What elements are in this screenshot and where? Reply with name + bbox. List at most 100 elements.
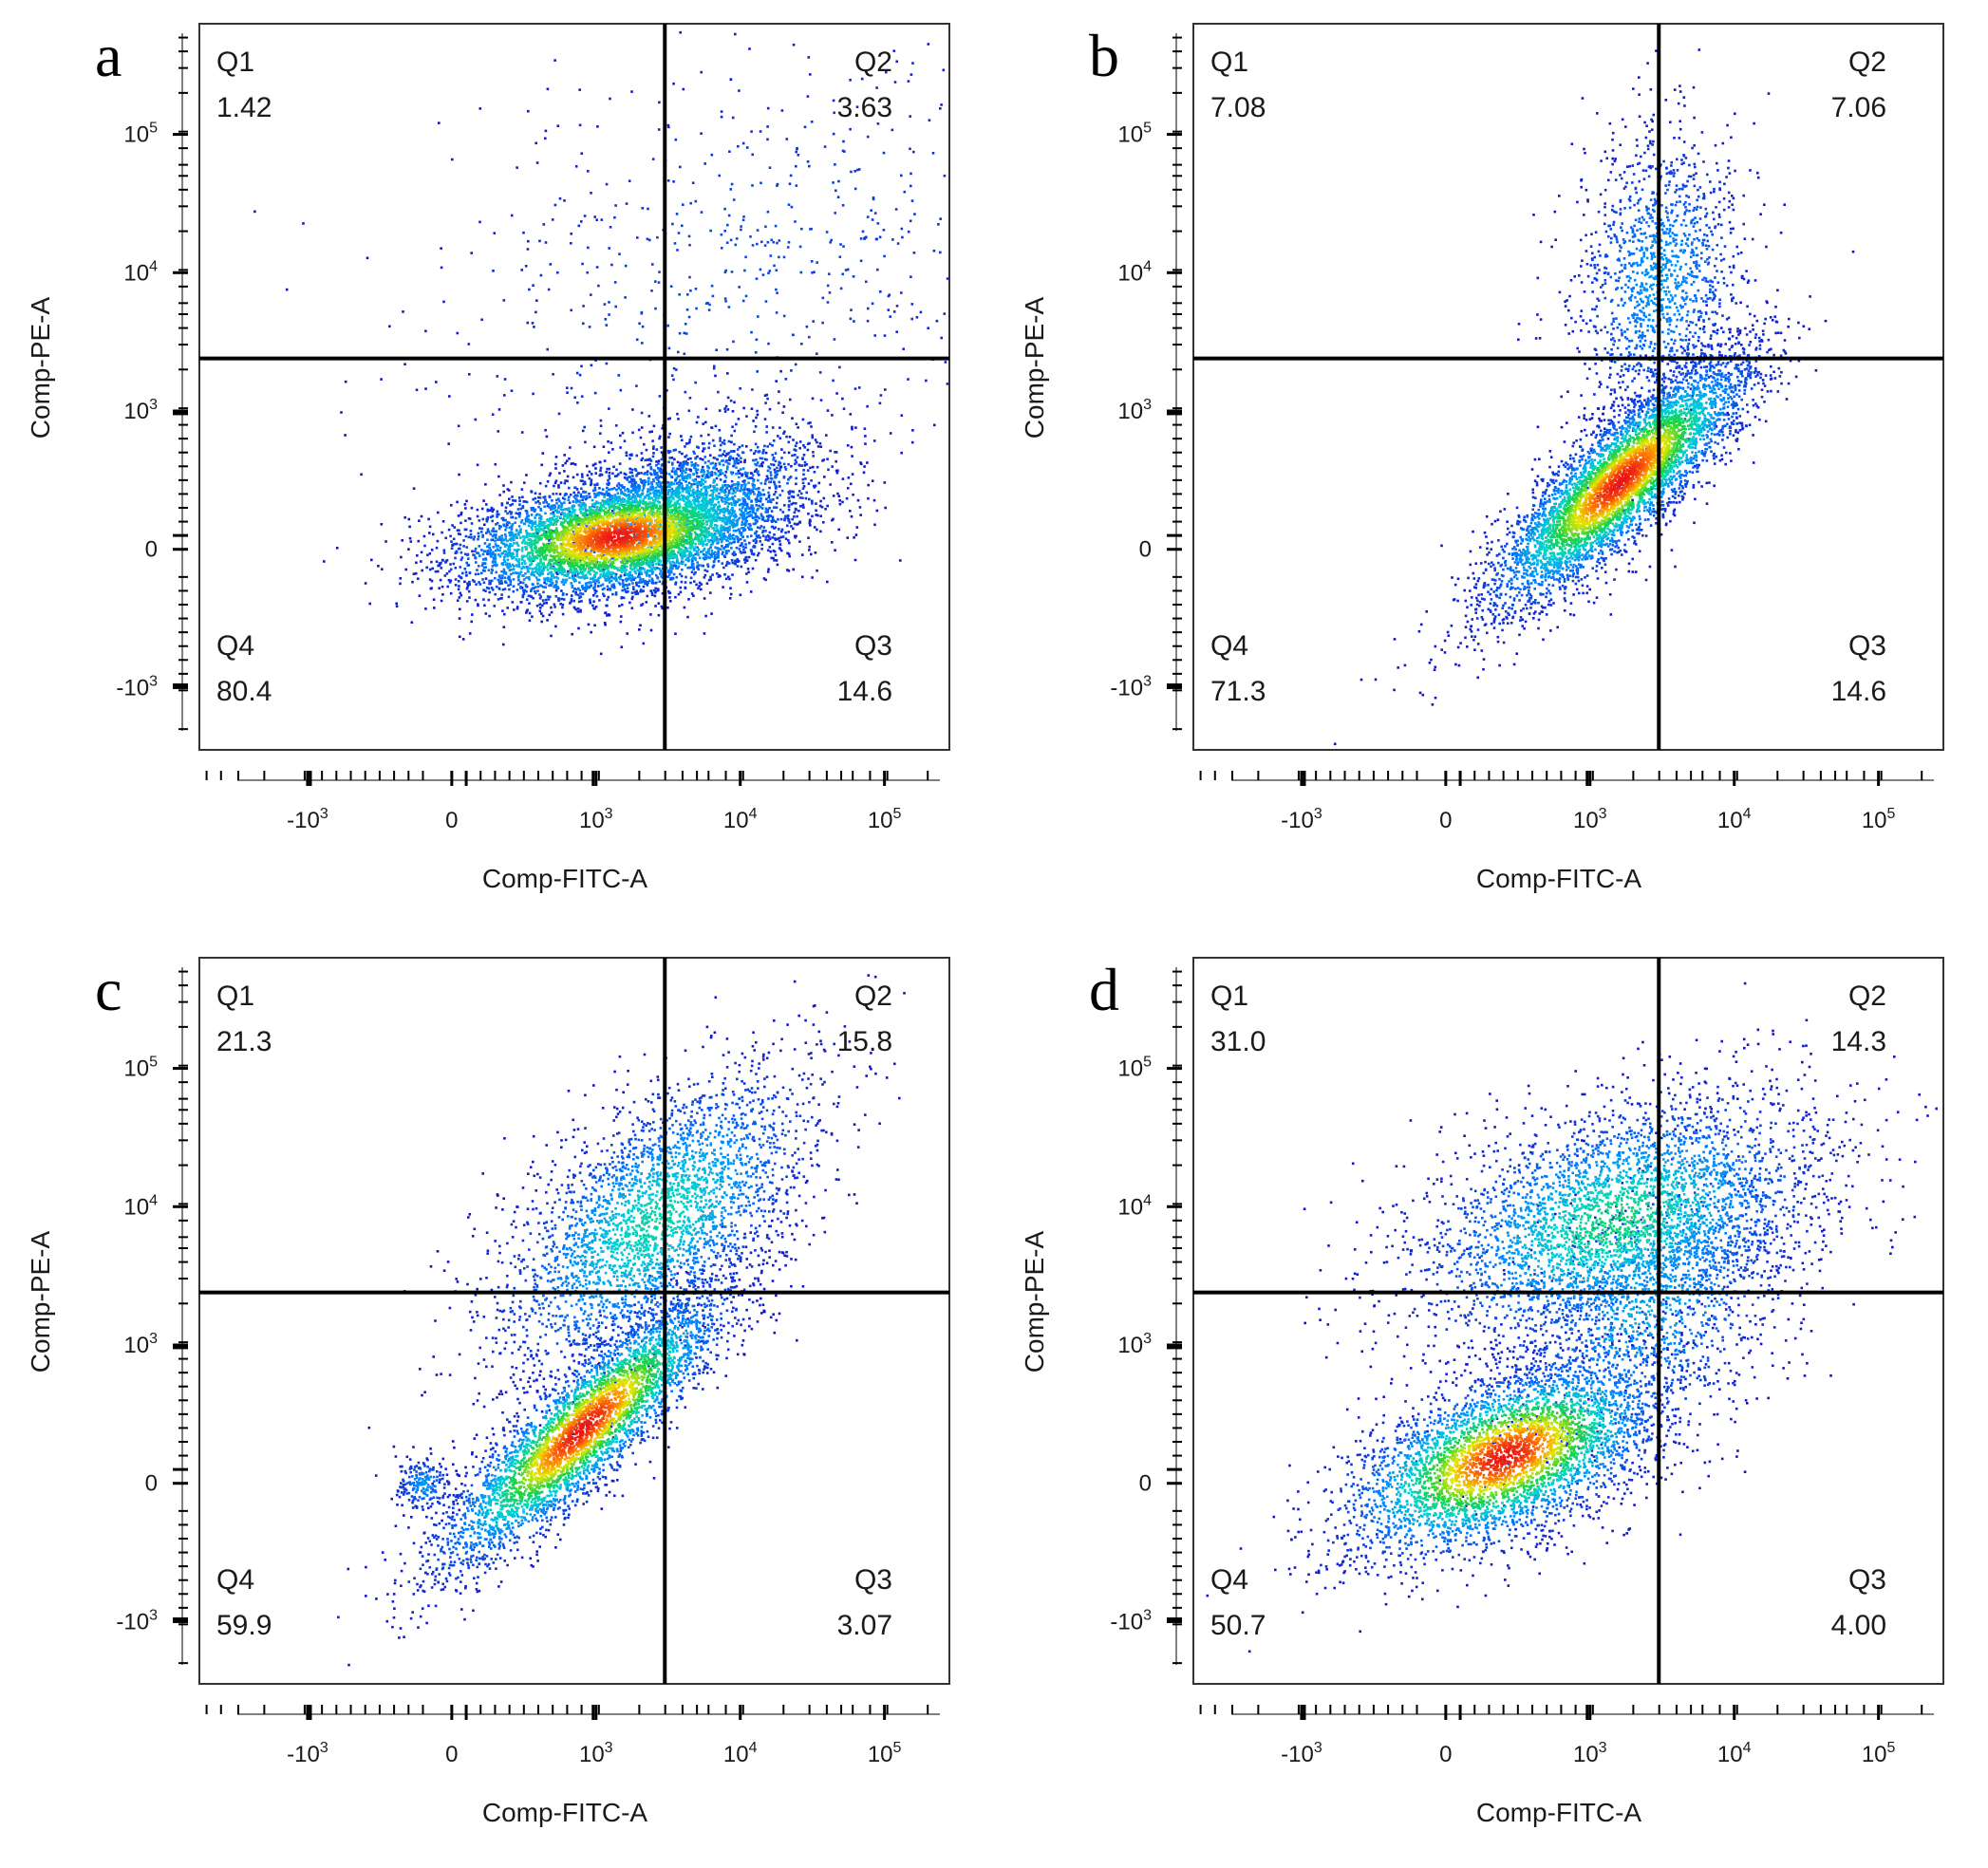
- event-dot: [560, 572, 564, 576]
- event-dot: [710, 532, 714, 535]
- event-dot: [704, 553, 707, 556]
- event-dot: [576, 610, 579, 613]
- event-dot: [647, 493, 650, 496]
- event-dot: [648, 430, 651, 434]
- event-dot: [495, 523, 497, 526]
- event-dot: [925, 379, 928, 383]
- event-dot: [591, 489, 595, 493]
- event-dot: [424, 607, 427, 610]
- event-dot: [561, 603, 565, 607]
- event-dot: [695, 482, 699, 485]
- event-dot: [702, 469, 705, 472]
- event-dot: [814, 551, 817, 554]
- event-dot: [796, 147, 798, 151]
- event-dot: [639, 495, 642, 499]
- event-dot: [738, 503, 741, 507]
- event-dot: [777, 517, 779, 521]
- event-dot: [863, 465, 866, 468]
- event-dot: [802, 473, 805, 476]
- event-dot: [703, 504, 707, 507]
- event-dot: [726, 408, 730, 411]
- event-dot: [795, 476, 797, 480]
- event-dot: [630, 597, 634, 601]
- event-dot: [676, 567, 680, 570]
- event-dot: [889, 432, 892, 435]
- event-dot: [491, 519, 494, 523]
- event-dot: [794, 220, 797, 223]
- event-dot: [883, 254, 886, 258]
- event-dot: [572, 606, 576, 609]
- event-dot: [856, 498, 860, 502]
- event-dot: [724, 551, 728, 555]
- event-dot: [742, 548, 745, 551]
- event-dot: [641, 457, 644, 460]
- event-dot: [516, 529, 518, 532]
- event-dot: [703, 556, 707, 559]
- event-dot: [771, 542, 775, 546]
- event-dot: [774, 484, 778, 488]
- event-dot: [670, 565, 673, 568]
- event-dot: [653, 534, 657, 538]
- event-dot: [515, 512, 517, 514]
- event-dot: [793, 448, 797, 451]
- event-dot: [621, 588, 624, 592]
- event-dot: [628, 457, 631, 460]
- event-dot: [627, 476, 629, 479]
- event-dot: [706, 500, 710, 504]
- event-dot: [735, 473, 738, 476]
- event-dot: [614, 591, 618, 594]
- event-dot: [450, 504, 453, 507]
- event-dot: [653, 471, 657, 475]
- event-dot: [608, 488, 611, 492]
- event-dot: [729, 399, 733, 402]
- event-dot: [761, 534, 765, 537]
- event-dot: [727, 575, 730, 579]
- event-dot: [778, 543, 782, 546]
- event-dot: [628, 583, 631, 586]
- event-dot: [693, 549, 696, 551]
- event-dot: [478, 107, 482, 110]
- event-dot: [798, 540, 801, 543]
- event-dot: [571, 576, 574, 580]
- event-dot: [551, 499, 553, 502]
- event-dot: [806, 95, 810, 98]
- event-dot: [590, 478, 593, 481]
- event-dot: [764, 530, 767, 532]
- event-dot: [668, 573, 671, 576]
- event-dot: [703, 576, 706, 579]
- event-dot: [686, 518, 689, 522]
- event-dot: [801, 553, 804, 556]
- event-dot: [687, 486, 690, 489]
- event-dot: [715, 487, 719, 491]
- event-dot: [516, 542, 519, 546]
- event-dot: [765, 475, 769, 478]
- event-dot: [940, 336, 943, 340]
- event-dot: [510, 526, 514, 530]
- event-dot: [456, 500, 459, 504]
- event-dot: [699, 542, 703, 546]
- event-dot: [572, 462, 574, 465]
- event-dot: [728, 532, 732, 536]
- event-dot: [755, 504, 758, 507]
- event-dot: [640, 472, 643, 475]
- event-dot: [532, 597, 535, 600]
- event-dot: [712, 497, 715, 500]
- event-dot: [723, 271, 727, 274]
- event-dot: [702, 544, 704, 547]
- event-dot: [679, 572, 682, 576]
- event-dot: [733, 510, 736, 514]
- event-dot: [713, 505, 716, 509]
- event-dot: [816, 440, 818, 444]
- event-dot: [816, 445, 820, 448]
- event-dot: [651, 158, 655, 160]
- event-dot: [760, 457, 764, 460]
- event-dot: [775, 559, 778, 562]
- event-dot: [470, 522, 474, 525]
- event-dot: [576, 575, 579, 578]
- event-dot: [792, 495, 795, 498]
- event-dot: [728, 528, 731, 531]
- event-dot: [722, 450, 726, 453]
- event-dot: [497, 553, 500, 556]
- event-dot: [503, 612, 506, 616]
- event-dot: [568, 457, 571, 460]
